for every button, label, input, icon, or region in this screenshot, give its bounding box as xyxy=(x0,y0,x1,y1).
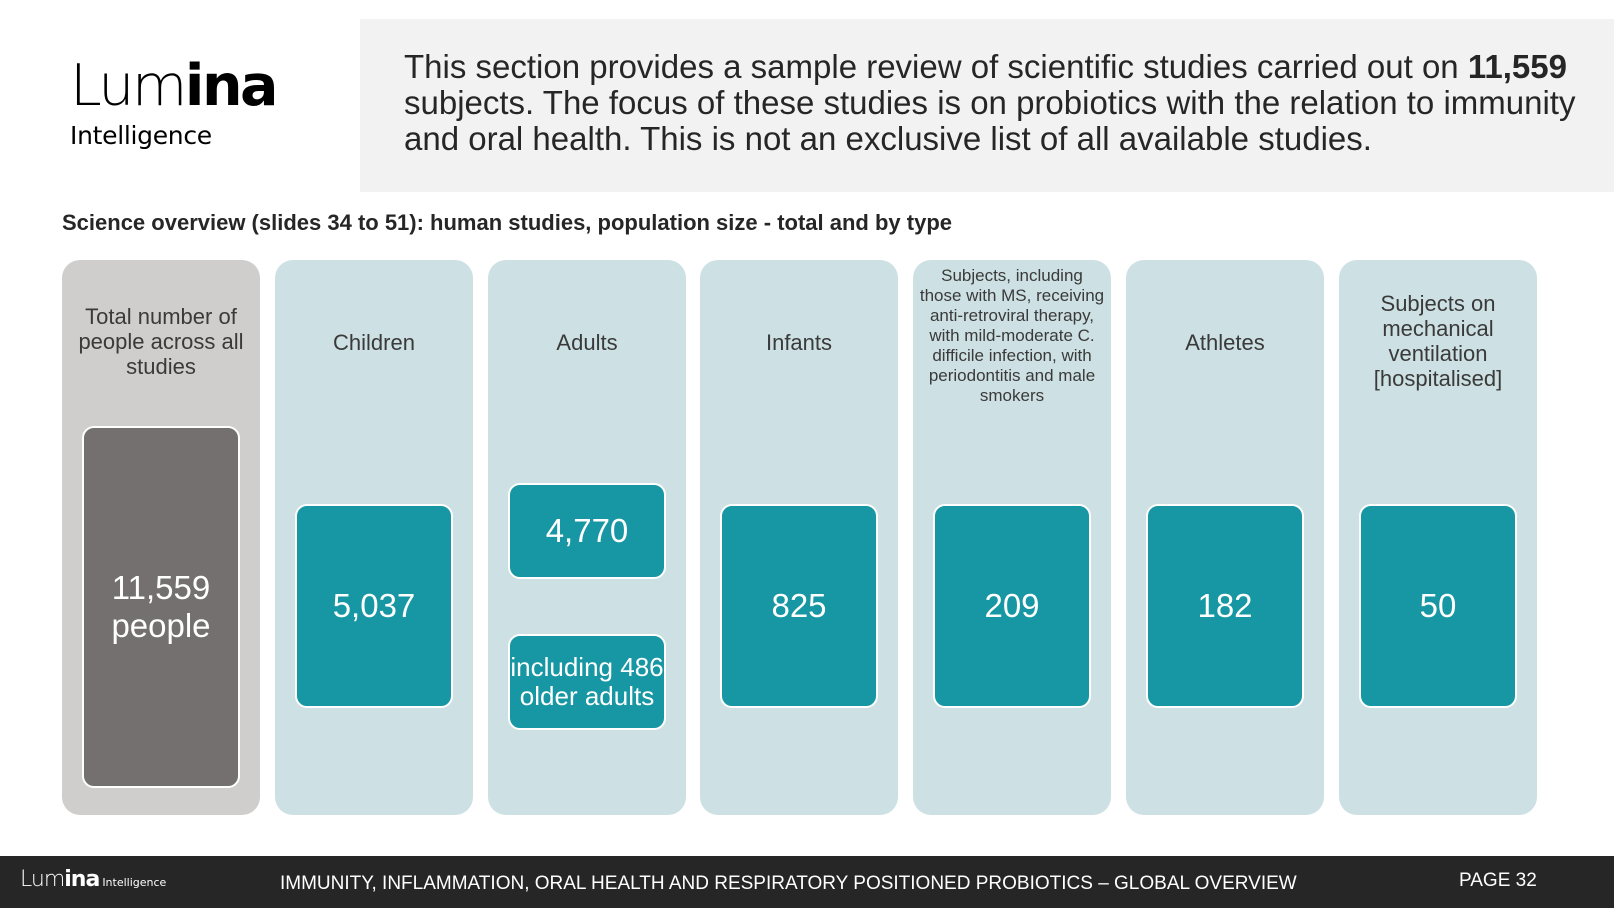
column-adults: Adults 4,770 including 486 older adults xyxy=(488,260,686,815)
lumina-logo: Lumina Intelligence xyxy=(70,55,330,150)
intro-text-end: subjects. The focus of these studies is … xyxy=(404,84,1576,157)
footer-logo-subtitle: Intelligence xyxy=(102,876,167,889)
subjects-value-box: 209 xyxy=(933,504,1091,708)
infants-value-box: 825 xyxy=(720,504,878,708)
intro-panel: This section provides a sample review of… xyxy=(360,19,1614,192)
footer-logo-wordmark: Lumina xyxy=(20,867,100,892)
column-subjects: Subjects, including those with MS, recei… xyxy=(913,260,1111,815)
column-subjects-label: Subjects, including those with MS, recei… xyxy=(919,266,1105,405)
ventilation-value: 50 xyxy=(1419,587,1457,624)
infants-value: 825 xyxy=(771,587,827,624)
logo-wordmark-light: Lum xyxy=(70,53,187,119)
page-number: PAGE 32 xyxy=(1459,870,1537,891)
children-value: 5,037 xyxy=(332,587,416,624)
column-children-label: Children xyxy=(333,330,415,355)
footer-bar: Lumina Intelligence IMMUNITY, INFLAMMATIO… xyxy=(0,856,1614,908)
column-infants: Infants 825 xyxy=(700,260,898,815)
children-value-box: 5,037 xyxy=(295,504,453,708)
athletes-value: 182 xyxy=(1197,587,1253,624)
footer-logo-light: Lum xyxy=(20,867,65,892)
intro-text-start: This section provides a sample review of… xyxy=(404,48,1468,85)
column-ventilation-label: Subjects on mechanical ventilation [hosp… xyxy=(1373,291,1503,391)
logo-subtitle: Intelligence xyxy=(70,121,212,150)
logo-wordmark-bold: ina xyxy=(184,53,279,119)
total-people-unit: people xyxy=(111,607,211,644)
adults-value-box: 4,770 xyxy=(508,483,666,579)
column-children: Children 5,037 xyxy=(275,260,473,815)
older-adults-box: including 486 older adults xyxy=(508,634,666,730)
column-athletes: Athletes 182 xyxy=(1126,260,1324,815)
overview-title: Science overview (slides 34 to 51): huma… xyxy=(62,210,952,235)
ventilation-value-box: 50 xyxy=(1359,504,1517,708)
column-athletes-label: Athletes xyxy=(1185,330,1265,355)
athletes-value-box: 182 xyxy=(1146,504,1304,708)
column-total-label: Total number of people across all studie… xyxy=(78,304,244,379)
column-total: Total number of people across all studie… xyxy=(62,260,260,815)
adults-value: 4,770 xyxy=(545,512,629,549)
intro-highlight: 11,559 xyxy=(1467,48,1567,85)
total-people-value: 11,559 xyxy=(111,569,211,606)
subjects-value: 209 xyxy=(984,587,1040,624)
column-adults-label: Adults xyxy=(556,330,618,355)
intro-text: This section provides a sample review of… xyxy=(404,49,1594,157)
older-adults-value: including 486 older adults xyxy=(510,652,664,711)
footer-report-title: IMMUNITY, INFLAMMATION, ORAL HEALTH AND … xyxy=(280,873,1297,894)
column-infants-label: Infants xyxy=(765,330,833,355)
footer-logo-bold: ina xyxy=(64,867,100,892)
column-ventilation: Subjects on mechanical ventilation [hosp… xyxy=(1339,260,1537,815)
logo-wordmark: Lumina xyxy=(70,55,330,117)
total-people-box: 11,559 people xyxy=(82,426,240,788)
footer-logo: Lumina Intelligence xyxy=(20,867,166,892)
